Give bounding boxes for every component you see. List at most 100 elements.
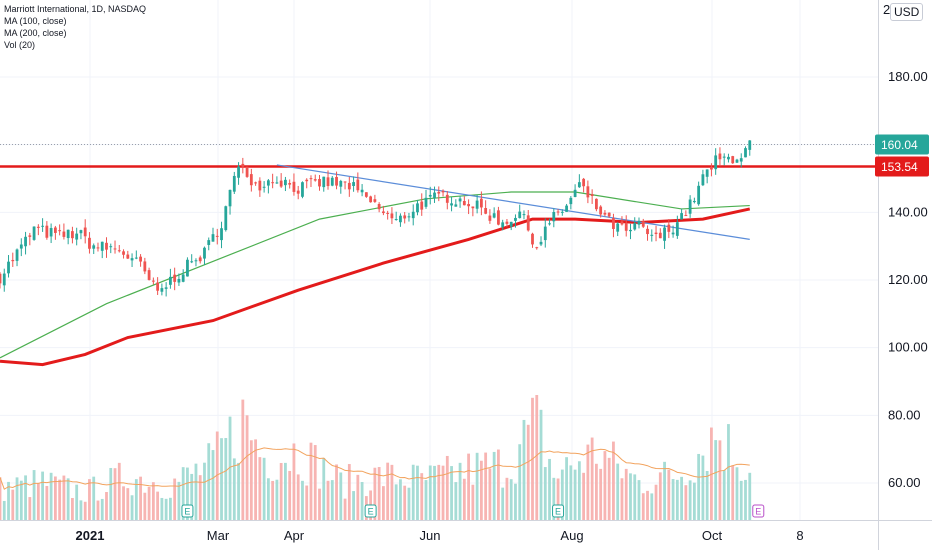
earnings-marker[interactable]: E xyxy=(552,504,565,518)
volume-bar xyxy=(254,439,257,520)
legend-symbol[interactable]: Marriott International, 1D, NASDAQ xyxy=(4,4,147,14)
candle xyxy=(79,229,83,240)
legend-vol[interactable]: Vol (20) xyxy=(4,40,36,50)
candle xyxy=(164,282,168,297)
candle xyxy=(58,224,62,236)
candle xyxy=(394,211,398,221)
legend-ma200[interactable]: MA (200, close) xyxy=(4,28,67,38)
candle xyxy=(284,176,287,192)
candle xyxy=(45,221,49,240)
volume-bar xyxy=(654,484,658,520)
volume-bar xyxy=(467,453,470,520)
candle xyxy=(577,174,581,188)
candle xyxy=(15,248,19,267)
volume-bar xyxy=(45,485,49,520)
volume-bar xyxy=(650,493,654,520)
volume-bar xyxy=(616,463,620,520)
candle xyxy=(177,273,181,286)
ma200-line xyxy=(0,207,751,367)
volume-bar xyxy=(228,416,232,520)
currency-button[interactable]: USD xyxy=(890,3,924,21)
volume-bar xyxy=(117,462,121,520)
volume-bar xyxy=(646,490,649,520)
candle xyxy=(603,210,607,217)
volume-bar xyxy=(577,461,581,520)
volume-bar xyxy=(177,481,181,520)
candle xyxy=(535,246,539,250)
volume-bar xyxy=(100,498,104,520)
volume-bar xyxy=(424,480,428,520)
volume-bar xyxy=(590,437,594,520)
volume-bars xyxy=(0,395,752,520)
volume-bar xyxy=(492,451,496,520)
candle xyxy=(522,210,526,220)
volume-bar xyxy=(475,452,479,520)
time-tick-label: Apr xyxy=(284,528,305,543)
earnings-marker[interactable]: E xyxy=(364,504,377,518)
volume-bar xyxy=(629,473,632,520)
legend-ma100[interactable]: MA (100, close) xyxy=(4,16,67,26)
volume-bar xyxy=(237,462,240,520)
candle xyxy=(322,176,326,192)
volume-bar xyxy=(497,449,500,520)
volume-bar xyxy=(126,488,130,520)
volume-ma-line xyxy=(0,447,750,490)
candle xyxy=(24,231,27,255)
candle xyxy=(71,226,74,244)
candles xyxy=(0,140,752,297)
candle xyxy=(450,197,453,212)
volume-bar xyxy=(156,491,160,520)
volume-bar xyxy=(96,500,100,520)
candle xyxy=(275,176,279,184)
volume-bar xyxy=(488,468,492,520)
candle xyxy=(194,258,198,267)
volume-bar xyxy=(288,470,292,520)
volume-bar xyxy=(586,444,590,520)
time-tick-label: 2021 xyxy=(76,528,105,543)
candle xyxy=(607,212,611,218)
candle xyxy=(484,200,488,215)
candle xyxy=(692,197,696,204)
candle xyxy=(518,204,522,219)
candle xyxy=(313,174,317,182)
time-axis[interactable]: 2021 Mar Apr Jun Aug Oct 8 xyxy=(76,528,804,543)
trendline[interactable] xyxy=(276,164,750,240)
candle xyxy=(552,208,556,228)
candle xyxy=(369,195,373,203)
volume-bar xyxy=(296,474,300,520)
volume-bar xyxy=(637,480,641,520)
candle xyxy=(539,236,543,247)
candle xyxy=(492,207,496,219)
candle xyxy=(735,158,739,163)
volume-bar xyxy=(53,476,57,520)
volume-bar xyxy=(548,458,551,520)
candle xyxy=(377,202,381,213)
volume-bar xyxy=(160,497,164,520)
volume-bar xyxy=(667,469,671,520)
volume-bar xyxy=(416,465,419,520)
price-tick-label: 60.00 xyxy=(888,475,921,490)
volume-bar xyxy=(509,479,513,520)
candle xyxy=(441,189,445,197)
volume-bar xyxy=(407,487,411,520)
candle xyxy=(458,195,462,208)
earnings-marker[interactable]: E xyxy=(752,504,765,518)
volume-bar xyxy=(15,477,19,520)
volume-bar xyxy=(484,452,488,520)
svg-text:E: E xyxy=(755,507,761,517)
candle xyxy=(501,219,505,231)
earnings-marker[interactable]: E xyxy=(181,504,194,518)
candle xyxy=(663,224,666,249)
candle xyxy=(586,180,590,204)
candle xyxy=(41,218,44,232)
candle xyxy=(330,175,334,187)
volume-bar xyxy=(501,487,505,520)
time-tick-label: Oct xyxy=(702,528,723,543)
volume-bar xyxy=(322,457,326,520)
volume-bar xyxy=(612,441,615,520)
candle xyxy=(505,219,509,228)
volume-bar xyxy=(675,479,679,520)
